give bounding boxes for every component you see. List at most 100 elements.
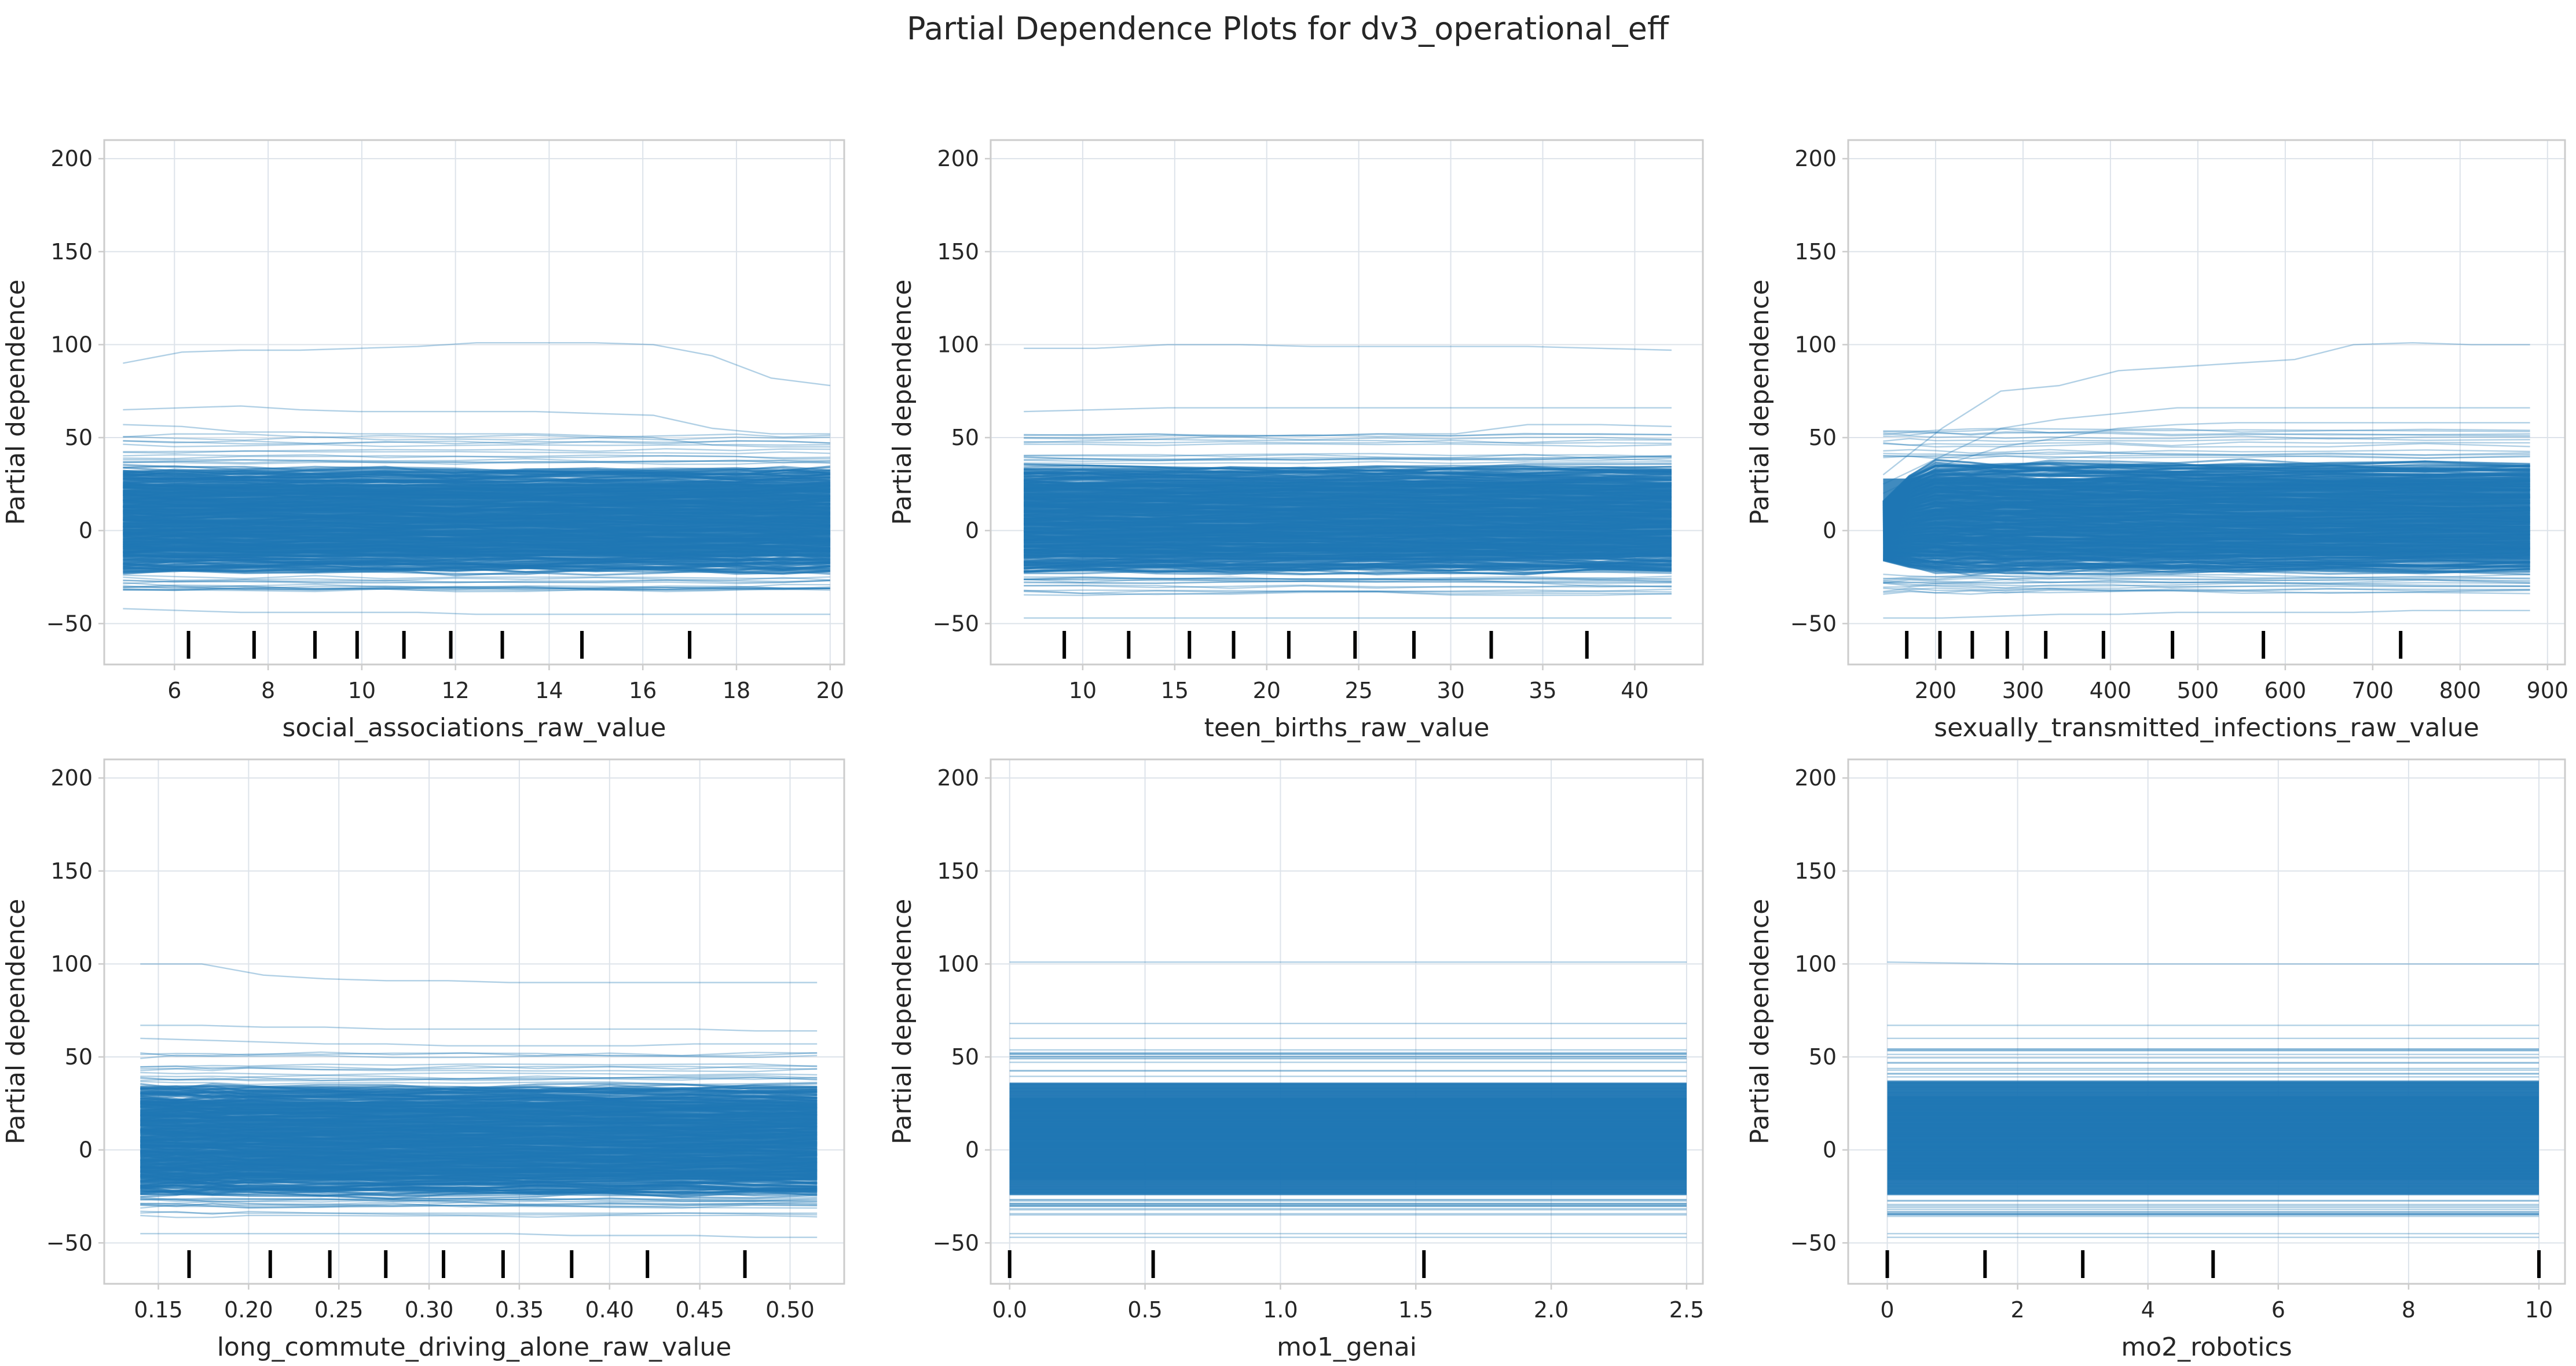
y-tick-label: −50	[933, 611, 979, 636]
ice-line	[140, 1077, 818, 1081]
panels-container: 6 8 10 12 14 16 18 20−50050100150200social_asso…	[1, 139, 2568, 1362]
ice-line	[1883, 577, 2530, 582]
ice-line	[1024, 580, 1672, 585]
ice-line	[1024, 443, 1672, 447]
x-axis-label: long_commute_driving_alone_raw_value	[217, 1332, 732, 1362]
ice-line	[123, 574, 830, 579]
ice-line	[1883, 587, 2530, 592]
x-tick-label: 40	[1621, 678, 1648, 703]
y-tick-label: −50	[46, 611, 93, 636]
x-tick-labels: 6 8 10 12 14 16 18 20	[167, 664, 844, 703]
ice-line	[140, 1081, 818, 1086]
ice-line	[1883, 579, 2530, 584]
ice-line	[140, 1204, 818, 1209]
x-tick-labels: 0 2 4 6 8 10	[1880, 1284, 2553, 1323]
figure-title: Partial Dependence Plots for dv3_operati…	[907, 10, 1670, 47]
ice-line	[1883, 579, 2530, 585]
x-tick-label: 10	[348, 678, 376, 703]
ice-line	[123, 579, 830, 583]
y-tick-label: 200	[1794, 765, 1837, 791]
ice-density-core	[1009, 1097, 1687, 1180]
pdp-panel-mo1_genai: 0.0 0.5 1.0 1.5 2.0 2.5 −50 0 50 100 150 200 mo1_gen…	[888, 758, 1704, 1362]
x-tick-label: 1.0	[1263, 1297, 1298, 1323]
ice-line	[1882, 458, 2530, 502]
x-tick-label: 2.0	[1534, 1297, 1569, 1323]
ice-line	[123, 455, 830, 460]
ice-line	[123, 579, 830, 585]
ice-line	[123, 586, 830, 590]
y-tick-label: 50	[951, 1044, 979, 1070]
x-tick-labels: 10 15 20 25 30 35 40	[1069, 664, 1649, 703]
axes-frame	[1847, 139, 2566, 666]
x-tick-label: 2.5	[1669, 1297, 1704, 1323]
x-tick-label: 12	[441, 678, 469, 703]
ice-line	[1882, 461, 2530, 503]
ice-line	[123, 459, 830, 464]
ice-line	[1883, 443, 2530, 448]
x-tick-label: 14	[535, 678, 563, 703]
ice-line-outlier	[140, 1024, 818, 1032]
y-tick-labels: −50 0 50 100 150 200	[933, 146, 991, 636]
ice-line	[1883, 583, 2530, 589]
ice-density-core	[123, 484, 830, 557]
ice-line-outlier	[123, 582, 830, 591]
ice-line	[1024, 579, 1672, 584]
ice-line	[140, 1203, 818, 1207]
ice-line	[140, 1063, 818, 1068]
ice-line-outlier	[123, 424, 830, 448]
x-tick-label: 1.5	[1398, 1297, 1433, 1323]
ice-line	[1883, 590, 2530, 595]
ice-line-outlier	[1883, 582, 2530, 589]
ice-line	[140, 1074, 818, 1080]
x-tick-labels: 200 300 400 500 600 700 800 900	[1915, 664, 2568, 703]
ice-line	[1024, 435, 1672, 441]
ice-line	[123, 585, 830, 590]
y-tick-label: 200	[1794, 146, 1837, 171]
decile-rug	[187, 1250, 747, 1278]
ice-line	[123, 436, 830, 441]
axes-frame	[103, 758, 845, 1285]
ice-line-outlier	[140, 1233, 818, 1238]
ice-line	[1883, 431, 2530, 436]
ice-line-outlier	[1024, 344, 1672, 351]
ice-density-core	[140, 1101, 818, 1180]
pdp-panel-teen_births_raw_value: 10 15 20 25 30 35 40 −50 0 50 100 150 200 teen_births…	[888, 139, 1704, 743]
ice-line	[1024, 432, 1672, 437]
ice-line	[140, 1202, 818, 1208]
x-tick-label: 8	[2402, 1297, 2416, 1323]
y-tick-label: 100	[1794, 951, 1837, 976]
ice-line	[1024, 590, 1672, 596]
ice-line	[140, 1198, 818, 1203]
ice-line	[140, 1214, 818, 1218]
ice-line	[123, 464, 830, 475]
y-tick-label: 0	[79, 1137, 93, 1163]
ice-line	[123, 454, 830, 459]
ice-line	[1024, 589, 1672, 595]
x-tick-label: 800	[2439, 678, 2482, 703]
ice-line	[123, 585, 830, 591]
ice-line	[123, 585, 830, 590]
ice-curves	[123, 342, 830, 615]
ice-curves	[1024, 344, 1672, 619]
y-axis-label: Partial dependence	[1745, 280, 1775, 525]
ice-line	[140, 1071, 818, 1076]
y-tick-label: 0	[965, 518, 979, 544]
pdp-panel-social_associations_raw_value: 6 8 10 12 14 16 18 20 −50 0 50 100 150 200 social_asso…	[1, 139, 845, 743]
y-tick-label: 150	[50, 858, 93, 884]
y-tick-label: 200	[937, 146, 979, 171]
ice-line-outlier	[140, 1037, 818, 1046]
x-tick-label: 0.0	[992, 1297, 1027, 1323]
x-tick-label: 0.20	[224, 1297, 273, 1323]
decile-rug	[1007, 1250, 1426, 1278]
y-tick-label: 100	[937, 332, 979, 357]
ice-line	[1024, 465, 1672, 475]
ice-line	[140, 1082, 818, 1092]
y-tick-label: 150	[937, 239, 979, 265]
ice-curves	[1887, 961, 2539, 1238]
x-tick-label: 0	[1880, 1297, 1894, 1323]
ice-line-outlier	[123, 608, 830, 615]
ice-line	[1024, 439, 1672, 445]
y-axis-label: Partial dependence	[888, 899, 917, 1144]
ice-line	[140, 1052, 818, 1057]
x-axis-label: mo2_robotics	[2121, 1332, 2292, 1362]
